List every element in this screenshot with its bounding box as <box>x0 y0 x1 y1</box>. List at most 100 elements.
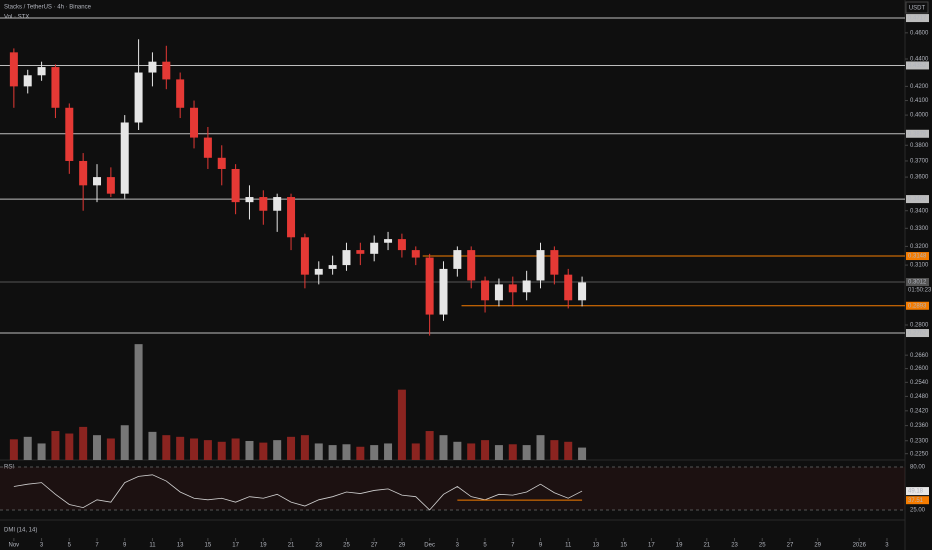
y-tick-label: 0.2480 <box>910 394 929 400</box>
candle-body <box>93 177 102 186</box>
y-tick-label: 0.4400 <box>910 57 929 63</box>
level-label-box <box>906 195 929 204</box>
y-tick-label: 0.2600 <box>910 366 929 372</box>
x-tick-label: 21 <box>703 543 710 549</box>
y-tick-label: 0.2420 <box>910 408 929 414</box>
y-tick-label: 0.3300 <box>910 226 929 232</box>
candle-body <box>300 237 309 275</box>
volume-bar <box>120 425 129 460</box>
x-tick-label: 21 <box>288 543 295 549</box>
y-tick-label: 0.2800 <box>910 323 929 329</box>
countdown: 01:50:23 <box>908 288 932 294</box>
candle-body <box>494 284 503 301</box>
volume-bar <box>176 436 185 460</box>
y-tick-label: 0.2660 <box>910 353 929 359</box>
volume-bar <box>273 440 282 460</box>
volume-bar <box>106 438 115 460</box>
candle-body <box>425 257 434 315</box>
candle-body <box>79 160 88 186</box>
candle-body <box>51 67 60 108</box>
volume-bar <box>79 426 88 460</box>
volume-bar <box>411 443 420 460</box>
dmi-title: DMI (14, 14) <box>4 528 37 534</box>
rsi-tick-label: 25.00 <box>910 508 926 514</box>
y-tick-label: 0.4100 <box>910 98 929 104</box>
x-tick-label: 3 <box>40 543 44 549</box>
candle-body <box>356 250 365 254</box>
candle-body <box>439 268 448 315</box>
candle-body <box>190 107 199 138</box>
x-tick-label: 19 <box>260 543 267 549</box>
candle-body <box>259 197 268 211</box>
level-label: 0.2893 <box>908 303 927 309</box>
volume-bar <box>231 438 240 460</box>
volume-bar <box>190 438 199 460</box>
level-label: 0.3875 <box>908 131 927 137</box>
level-label-box <box>906 252 929 261</box>
x-tick-label: 9 <box>539 543 543 549</box>
x-tick-label: 17 <box>648 543 655 549</box>
candle-body <box>384 239 393 243</box>
volume-bar <box>203 440 212 460</box>
x-tick-label: 11 <box>149 543 156 549</box>
candle-body <box>120 122 129 194</box>
volume-bar <box>23 436 32 460</box>
y-tick-label: 0.3600 <box>910 175 929 181</box>
level-label: 0.4352 <box>908 63 927 69</box>
rsi-band <box>0 466 905 510</box>
volume-bar <box>245 440 254 460</box>
candle-body <box>342 250 351 266</box>
y-tick-label: 0.4200 <box>910 84 929 90</box>
volume-bar <box>453 441 462 460</box>
rsi-value: 49.18 <box>908 489 924 495</box>
candle-body <box>106 177 115 194</box>
volume-bar <box>342 444 351 460</box>
volume-bar <box>217 441 226 460</box>
volume-bar <box>314 443 323 460</box>
x-tick-label: 17 <box>232 543 239 549</box>
level-label: 0.2762 <box>908 331 927 337</box>
volume-bar <box>536 435 545 460</box>
x-tick-label: 3 <box>456 543 460 549</box>
x-tick-label: 25 <box>343 543 350 549</box>
volume-bar <box>467 443 476 460</box>
candle-body <box>203 137 212 158</box>
x-tick-label: 13 <box>177 543 184 549</box>
rsi-value-box <box>906 487 929 496</box>
volume-bar <box>508 444 517 460</box>
candle-body <box>162 61 171 80</box>
volume-bar <box>259 442 268 460</box>
volume-bar <box>494 445 503 460</box>
x-tick-label: 2026 <box>853 543 867 549</box>
y-tick-label: 0.2300 <box>910 438 929 444</box>
candle-body <box>467 250 476 281</box>
candle-body <box>217 157 226 169</box>
candle-body <box>522 280 531 293</box>
volume-bar <box>287 436 296 460</box>
volume-bar <box>564 441 573 460</box>
volume-bar <box>356 446 365 460</box>
x-tick-label: 7 <box>511 543 515 549</box>
volume-bar <box>9 439 18 460</box>
volume-bar <box>425 431 434 460</box>
volume-bar <box>439 435 448 460</box>
candle-body <box>481 280 490 301</box>
level-label: 0.3148 <box>908 254 927 260</box>
volume-bar <box>578 447 587 460</box>
y-tick-label: 0.2360 <box>910 423 929 429</box>
rsi-tick-label: 80.00 <box>910 465 926 471</box>
volume-bar <box>65 433 74 460</box>
x-tick-label: 19 <box>676 543 683 549</box>
candle-body <box>550 250 559 275</box>
x-tick-label: 23 <box>315 543 322 549</box>
level-label-box <box>906 14 929 23</box>
x-tick-label: 15 <box>620 543 627 549</box>
y-tick-label: 0.4600 <box>910 30 929 36</box>
candle-body <box>245 197 254 203</box>
level-label-box <box>906 329 929 338</box>
candle-body <box>287 197 296 238</box>
x-tick-label: Nov <box>9 543 20 549</box>
chart-title: Stacks / TetherUS · 4h · Binance <box>4 5 92 11</box>
y-tick-label: 0.3400 <box>910 208 929 214</box>
x-tick-label: 29 <box>814 543 821 549</box>
